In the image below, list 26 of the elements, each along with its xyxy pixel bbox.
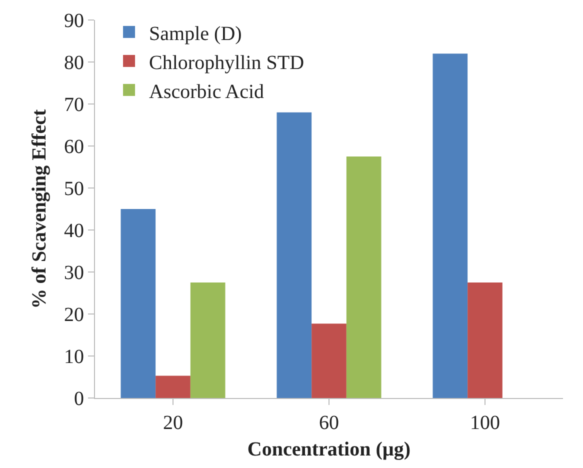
y-tick-label: 10 bbox=[64, 346, 84, 368]
bar bbox=[468, 282, 502, 398]
legend-label: Chlorophyllin STD bbox=[149, 52, 304, 74]
y-tick-label: 50 bbox=[64, 178, 84, 200]
bar bbox=[312, 324, 346, 398]
y-tick-label: 20 bbox=[64, 304, 84, 326]
bar bbox=[190, 282, 226, 398]
bar bbox=[276, 112, 312, 398]
legend-label: Sample (D) bbox=[149, 22, 242, 45]
x-tick-label: 20 bbox=[163, 412, 183, 434]
bar bbox=[432, 54, 468, 398]
legend-label: Ascorbic Acid bbox=[149, 80, 264, 103]
y-tick-label: 70 bbox=[64, 94, 84, 116]
y-tick-label: 0 bbox=[74, 388, 84, 410]
y-tick-label: 90 bbox=[64, 10, 84, 32]
bar bbox=[156, 376, 190, 398]
bar bbox=[346, 156, 382, 398]
y-tick-label: 30 bbox=[64, 262, 84, 284]
x-tick-label: 60 bbox=[319, 412, 339, 434]
bar bbox=[120, 209, 156, 398]
x-tick-label: 100 bbox=[470, 412, 500, 434]
y-axis-title: % of Scavenging Effect bbox=[28, 108, 50, 309]
x-axis-title: Concentration (µg) bbox=[247, 438, 411, 460]
y-tick-label: 40 bbox=[64, 220, 84, 242]
y-tick-label: 60 bbox=[64, 136, 84, 158]
y-tick-label: 80 bbox=[64, 52, 84, 74]
